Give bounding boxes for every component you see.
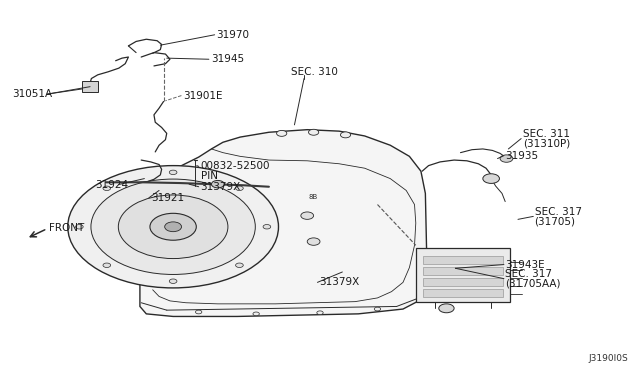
Bar xyxy=(424,256,502,264)
Circle shape xyxy=(236,263,243,267)
Polygon shape xyxy=(138,130,428,317)
Circle shape xyxy=(253,312,259,316)
Circle shape xyxy=(307,238,320,245)
Circle shape xyxy=(195,310,202,314)
Circle shape xyxy=(164,222,182,232)
Circle shape xyxy=(150,213,196,240)
Text: 00832-52500: 00832-52500 xyxy=(200,161,270,171)
Circle shape xyxy=(170,279,177,283)
Circle shape xyxy=(170,170,177,174)
Text: FRONT: FRONT xyxy=(49,222,84,232)
Circle shape xyxy=(500,155,513,162)
Bar xyxy=(424,267,502,275)
Circle shape xyxy=(308,129,319,135)
Circle shape xyxy=(483,174,499,183)
Bar xyxy=(83,81,98,92)
Text: 31943E: 31943E xyxy=(505,260,545,270)
Text: (31310P): (31310P) xyxy=(523,138,570,148)
Text: 31901E: 31901E xyxy=(182,90,222,100)
Text: J3190l0S: J3190l0S xyxy=(588,354,628,363)
Circle shape xyxy=(374,307,381,311)
Circle shape xyxy=(118,195,228,259)
Circle shape xyxy=(68,166,278,288)
Text: (31705): (31705) xyxy=(534,216,575,226)
Circle shape xyxy=(439,304,454,313)
Text: (31705AA): (31705AA) xyxy=(505,279,561,288)
Bar xyxy=(424,289,502,297)
Text: SEC. 310: SEC. 310 xyxy=(291,67,337,77)
Text: 31379X: 31379X xyxy=(319,278,359,287)
Circle shape xyxy=(76,225,83,229)
Text: 31921: 31921 xyxy=(151,193,184,203)
Text: PIN: PIN xyxy=(200,171,218,182)
Circle shape xyxy=(236,186,243,190)
Text: 31051A: 31051A xyxy=(12,89,52,99)
Circle shape xyxy=(263,225,271,229)
Text: 8B: 8B xyxy=(309,194,318,200)
Bar xyxy=(424,278,502,286)
Circle shape xyxy=(301,212,314,219)
Text: SEC. 317: SEC. 317 xyxy=(505,269,552,279)
Circle shape xyxy=(91,179,255,275)
Circle shape xyxy=(103,263,111,267)
Text: SEC. 317: SEC. 317 xyxy=(534,207,582,217)
Text: 31970: 31970 xyxy=(216,30,250,40)
Circle shape xyxy=(211,180,224,188)
Circle shape xyxy=(276,131,287,137)
Text: 31379X: 31379X xyxy=(200,182,241,192)
Circle shape xyxy=(317,311,323,315)
Circle shape xyxy=(340,132,351,138)
Text: 31935: 31935 xyxy=(505,151,538,161)
Text: 31945: 31945 xyxy=(211,54,244,64)
Circle shape xyxy=(103,186,111,190)
Text: SEC. 311: SEC. 311 xyxy=(523,129,570,139)
Text: 31924: 31924 xyxy=(95,180,129,189)
Bar xyxy=(416,248,510,302)
